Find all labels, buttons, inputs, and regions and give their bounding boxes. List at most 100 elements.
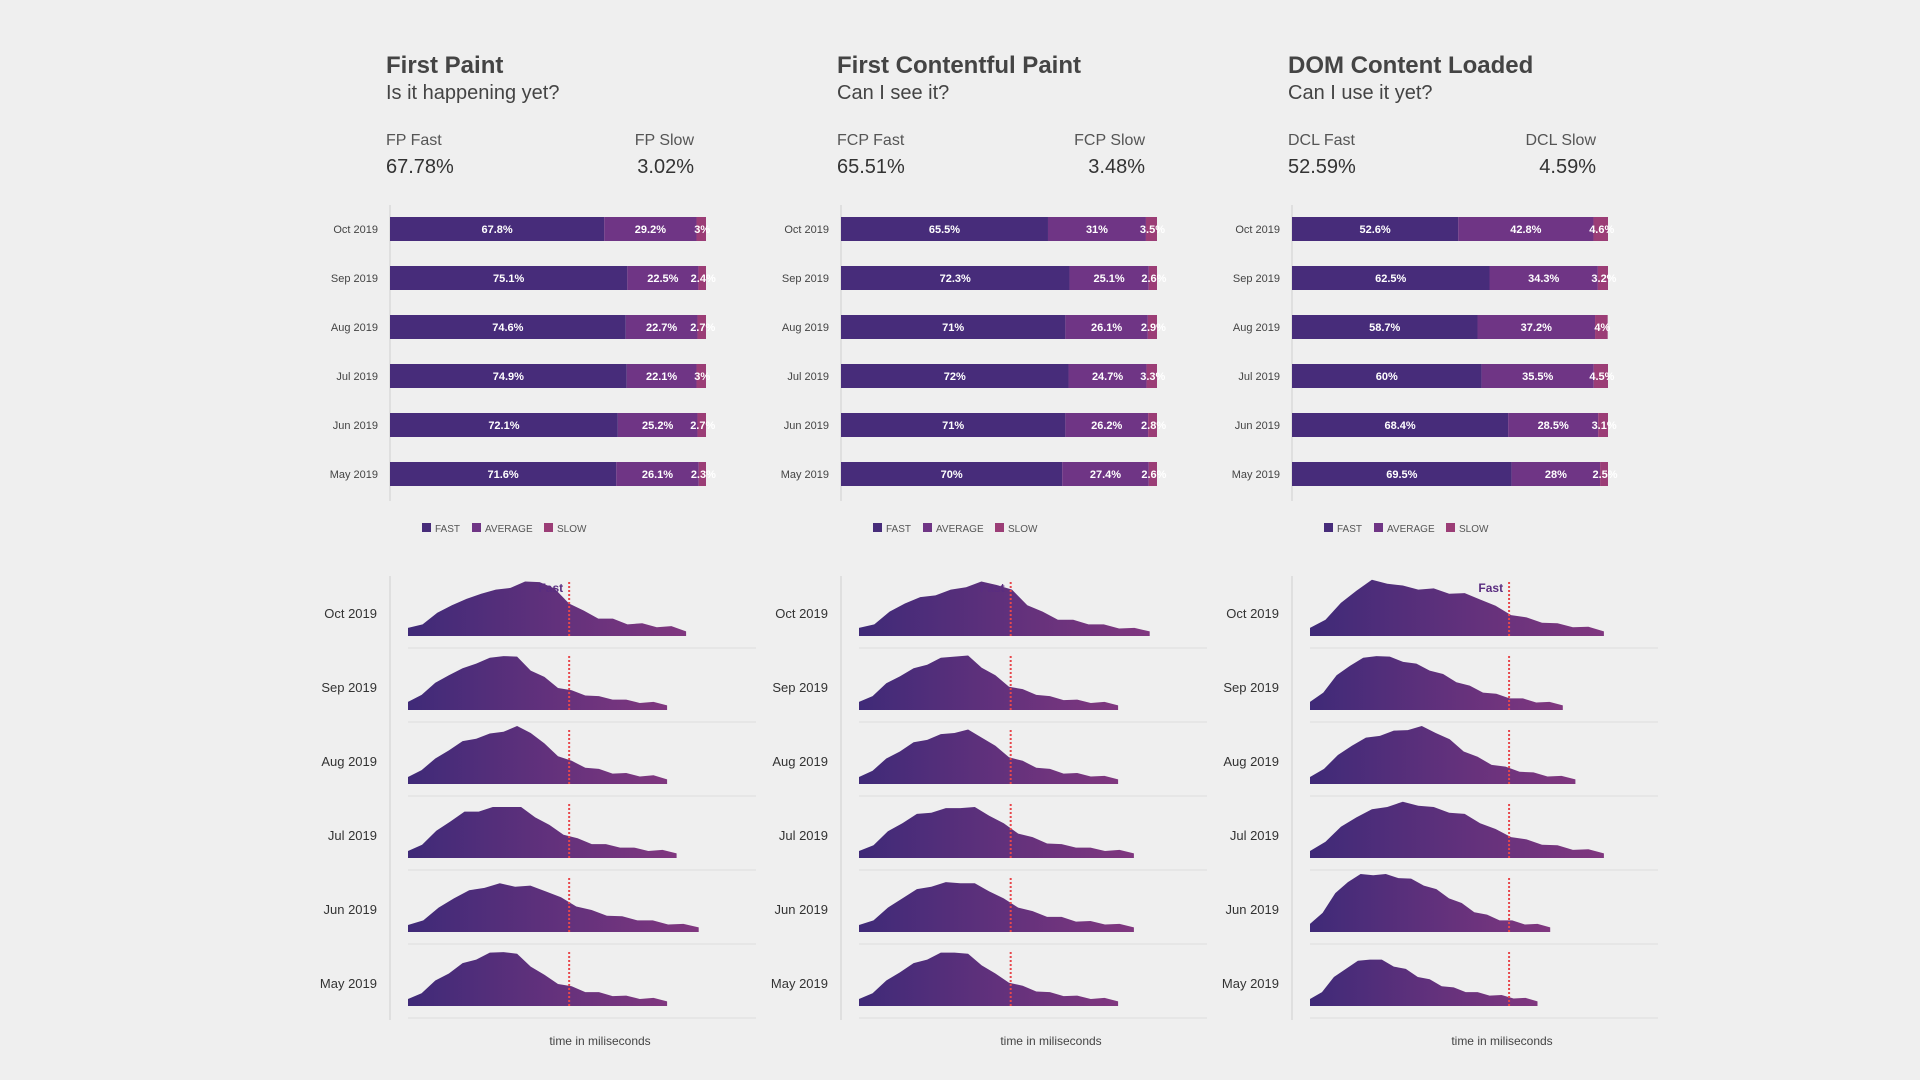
- kpi-slow-value: 4.59%: [1539, 156, 1596, 178]
- kpi-fast-label: FP Fast: [386, 132, 442, 149]
- y-tick-label: Oct 2019: [1226, 606, 1279, 621]
- bar-fast: [390, 462, 617, 486]
- legend-label: AVERAGE: [485, 524, 533, 535]
- kpi-fast-label: FCP Fast: [837, 132, 905, 149]
- data-label: 71%: [942, 420, 964, 432]
- y-tick-label: Jul 2019: [779, 828, 828, 843]
- kpi-fast-value: 67.78%: [386, 156, 454, 178]
- data-label: 67.8%: [482, 224, 513, 236]
- y-tick-label: Oct 2019: [333, 224, 378, 236]
- bar-average: [627, 266, 699, 290]
- bar-fast: [841, 413, 1066, 437]
- legend-swatch-fast: [873, 523, 882, 532]
- bar-average: [1047, 217, 1146, 241]
- data-label: 2.7%: [690, 420, 715, 432]
- legend-swatch-fast: [1324, 523, 1333, 532]
- distribution-chart: Oct 2019 Sep 2019 Aug 2019 Jul 2019 Jun 2019…: [1222, 576, 1658, 1020]
- bar-average: [1065, 315, 1148, 339]
- bar-average: [1065, 413, 1149, 437]
- data-label: 2.4%: [691, 273, 716, 285]
- bar-average: [1477, 315, 1596, 339]
- data-label: 74.6%: [492, 322, 523, 334]
- data-label: 4.5%: [1589, 371, 1614, 383]
- bar-average: [1068, 364, 1147, 388]
- bar-average: [625, 315, 698, 339]
- distribution-area: [859, 882, 1134, 932]
- data-label: 26.1%: [1091, 322, 1122, 334]
- bar-slow: [1593, 364, 1608, 388]
- bar-fast: [1292, 315, 1478, 339]
- data-label: 42.8%: [1510, 224, 1541, 236]
- data-label: 26.1%: [642, 469, 673, 481]
- bar-average: [604, 217, 697, 241]
- y-tick-label: Oct 2019: [784, 224, 829, 236]
- bar-fast: [1292, 462, 1512, 486]
- distribution-area: [1310, 579, 1604, 636]
- y-tick-label: Sep 2019: [1223, 680, 1279, 695]
- distribution-area: [1310, 874, 1551, 932]
- bar-slow: [698, 462, 706, 486]
- bar-slow: [1148, 413, 1157, 437]
- distribution-area: [408, 807, 677, 858]
- data-label: 28%: [1545, 469, 1567, 481]
- data-label: 72.3%: [940, 273, 971, 285]
- legend-swatch-slow: [544, 523, 553, 532]
- data-label: 2.6%: [1141, 469, 1166, 481]
- y-tick-label: Sep 2019: [1233, 273, 1280, 285]
- legend-label: FAST: [1337, 524, 1362, 535]
- bar-fast: [841, 266, 1070, 290]
- distribution-area: [408, 883, 699, 932]
- kpi-slow-label: FCP Slow: [1074, 132, 1145, 149]
- y-tick-label: Sep 2019: [321, 680, 377, 695]
- data-label: 26.2%: [1091, 420, 1122, 432]
- y-tick-label: Jul 2019: [1230, 828, 1279, 843]
- kpi-slow-label: FP Slow: [634, 132, 694, 149]
- bar-slow: [696, 217, 706, 241]
- kpi-fast-value: 65.51%: [837, 156, 905, 178]
- data-label: 2.3%: [691, 469, 716, 481]
- distribution-area: [1310, 959, 1538, 1006]
- data-label: 3.1%: [1592, 420, 1617, 432]
- y-tick-label: Jun 2019: [784, 420, 829, 432]
- bar-average: [1511, 462, 1601, 486]
- stacked-bar-chart: Oct 2019 52.6% 42.8% 4.6% Sep 2019 62.5% 34.3%…: [1232, 205, 1618, 535]
- bar-fast: [390, 413, 618, 437]
- data-label: 72%: [944, 371, 966, 383]
- fast-annotation: Fast: [1478, 581, 1503, 595]
- bar-fast: [1292, 413, 1509, 437]
- bar-average: [1069, 266, 1149, 290]
- kpi-slow-value: 3.02%: [637, 156, 694, 178]
- distribution-area: [859, 807, 1134, 858]
- panel-dom-content-loaded: DOM Content Loaded Can I use it yet? DCL…: [1222, 0, 1662, 1080]
- y-tick-label: Jun 2019: [1226, 902, 1280, 917]
- bar-fast: [390, 315, 626, 339]
- distribution-area: [859, 655, 1119, 710]
- bar-fast: [1292, 364, 1482, 388]
- data-label: 28.5%: [1538, 420, 1569, 432]
- bar-fast: [390, 217, 605, 241]
- distribution-area: [1310, 726, 1576, 784]
- bar-fast: [841, 364, 1069, 388]
- data-label: 35.5%: [1522, 371, 1553, 383]
- panel-subtitle: Can I see it?: [837, 82, 950, 104]
- distribution-area: [408, 726, 668, 784]
- data-label: 2.7%: [690, 322, 715, 334]
- bar-slow: [1598, 413, 1608, 437]
- data-label: 70%: [941, 469, 963, 481]
- y-tick-label: Sep 2019: [782, 273, 829, 285]
- bar-slow: [1148, 266, 1157, 290]
- distribution-area: [408, 581, 687, 636]
- bar-fast: [1292, 266, 1490, 290]
- legend-label: FAST: [435, 524, 460, 535]
- data-label: 37.2%: [1521, 322, 1552, 334]
- y-tick-label: May 2019: [320, 976, 377, 991]
- bar-slow: [1147, 315, 1157, 339]
- bar-fast: [390, 364, 627, 388]
- kpi-slow-value: 3.48%: [1088, 156, 1145, 178]
- bar-slow: [697, 413, 706, 437]
- bar-slow: [1148, 462, 1157, 486]
- legend-swatch-fast: [422, 523, 431, 532]
- data-label: 4.6%: [1589, 224, 1614, 236]
- data-label: 68.4%: [1384, 420, 1415, 432]
- data-label: 22.5%: [647, 273, 678, 285]
